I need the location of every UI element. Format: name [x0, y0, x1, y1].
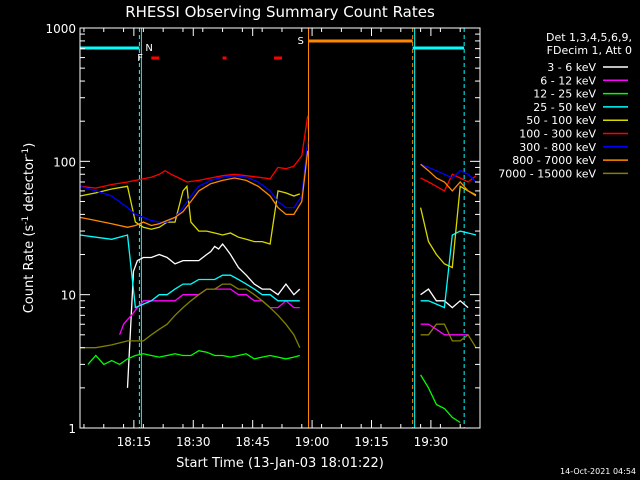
series-0: [126, 242, 469, 388]
series-5: [79, 115, 477, 192]
series-2-segment-0: [87, 350, 300, 366]
series-1-segment-1: [420, 323, 469, 336]
night-label: N: [145, 43, 152, 54]
x-tick-label-5: 19:30: [414, 435, 449, 449]
series-5-segment-0: [79, 115, 309, 189]
x-tick-label-3: 19:00: [295, 435, 330, 449]
y-tick-label-0: 1: [68, 422, 76, 436]
y-tick-label-1: 10: [61, 289, 76, 303]
series-0-segment-0: [126, 242, 301, 388]
x-axis-ticks: 18:15 18:30 18:45 19:00 19:15 19:30: [83, 28, 461, 449]
series-6-segment-0: [79, 141, 309, 223]
generation-timestamp: 14-Oct-2021 04:54: [560, 467, 636, 476]
legend-entry-1: 6 - 12 keV: [540, 74, 596, 87]
y-axis-label-mid: detector: [22, 156, 37, 216]
x-tick-label-1: 18:30: [176, 435, 211, 449]
y-tick-label-2: 100: [53, 155, 76, 169]
plot-area: N S F 18:15 18:30 18:45 19:00 19:15 19:30 1 10 10…: [45, 22, 481, 449]
series-8: [80, 283, 477, 349]
legend-header-2: FDecim 1, Att 0: [547, 44, 632, 57]
series-8-segment-0: [80, 283, 301, 349]
x-tick-label-0: 18:15: [117, 435, 152, 449]
x-tick-label-4: 19:15: [354, 435, 389, 449]
y-axis-label-sup1: -1: [21, 216, 31, 225]
series-2: [87, 350, 461, 424]
series-layer: [79, 115, 477, 424]
series-2-segment-1: [420, 374, 461, 424]
legend-entry-8: 7000 - 15000 keV: [498, 167, 596, 180]
flare-label: F: [137, 53, 143, 64]
series-3: [79, 230, 477, 309]
series-0-segment-1: [420, 288, 469, 309]
legend-entry-0: 3 - 6 keV: [547, 61, 596, 74]
series-5-segment-1: [420, 173, 477, 192]
legend-entry-5: 100 - 300 keV: [519, 128, 596, 141]
legend-entry-4: 50 - 100 keV: [526, 114, 596, 127]
x-axis-label: Start Time (13-Jan-03 18:01:22): [176, 456, 384, 471]
x-tick-label-2: 18:45: [235, 435, 270, 449]
y-axis-label: Count Rate (s-1 detector-1): [21, 143, 37, 314]
y-tick-label-3: 1000: [45, 22, 76, 36]
series-6: [79, 141, 477, 223]
legend-entry-3: 25 - 50 keV: [533, 101, 596, 114]
y-axis-ticks: 1 10 100 1000: [45, 22, 480, 436]
saa-label: S: [298, 36, 304, 47]
series-3-segment-0: [79, 234, 300, 309]
series-3-segment-1: [420, 230, 477, 309]
chart-title: RHESSI Observing Summary Count Rates: [125, 3, 435, 21]
annotation-layer: N S F: [79, 28, 465, 428]
y-axis-label-end: ): [22, 143, 37, 148]
series-7: [79, 150, 477, 228]
series-8-segment-1: [420, 323, 477, 349]
y-axis-label-main: Count Rate (s: [22, 225, 37, 314]
y-axis-label-sup2: -1: [21, 148, 31, 157]
series-6-segment-1: [420, 163, 477, 183]
legend-entry-2: 12 - 25 keV: [533, 88, 596, 101]
legend-entry-6: 300 - 800 keV: [519, 141, 596, 154]
legend: Det 1,3,4,5,6,9, FDecim 1, Att 0 3 - 6 k…: [498, 31, 632, 180]
series-7-segment-1: [420, 163, 477, 197]
series-7-segment-0: [79, 150, 309, 228]
plot-frame: [79, 27, 481, 429]
legend-entry-7: 800 - 7000 keV: [512, 154, 596, 167]
legend-header-1: Det 1,3,4,5,6,9,: [546, 31, 632, 44]
